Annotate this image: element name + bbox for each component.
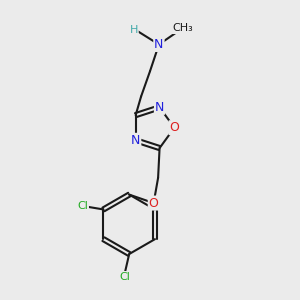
- Text: O: O: [169, 121, 179, 134]
- Text: Cl: Cl: [77, 202, 88, 212]
- Text: H: H: [130, 25, 138, 34]
- Text: O: O: [149, 196, 159, 209]
- Text: N: N: [155, 101, 164, 114]
- Text: CH₃: CH₃: [172, 23, 193, 33]
- Text: Cl: Cl: [119, 272, 130, 282]
- Text: N: N: [131, 134, 140, 147]
- Text: N: N: [154, 38, 164, 51]
